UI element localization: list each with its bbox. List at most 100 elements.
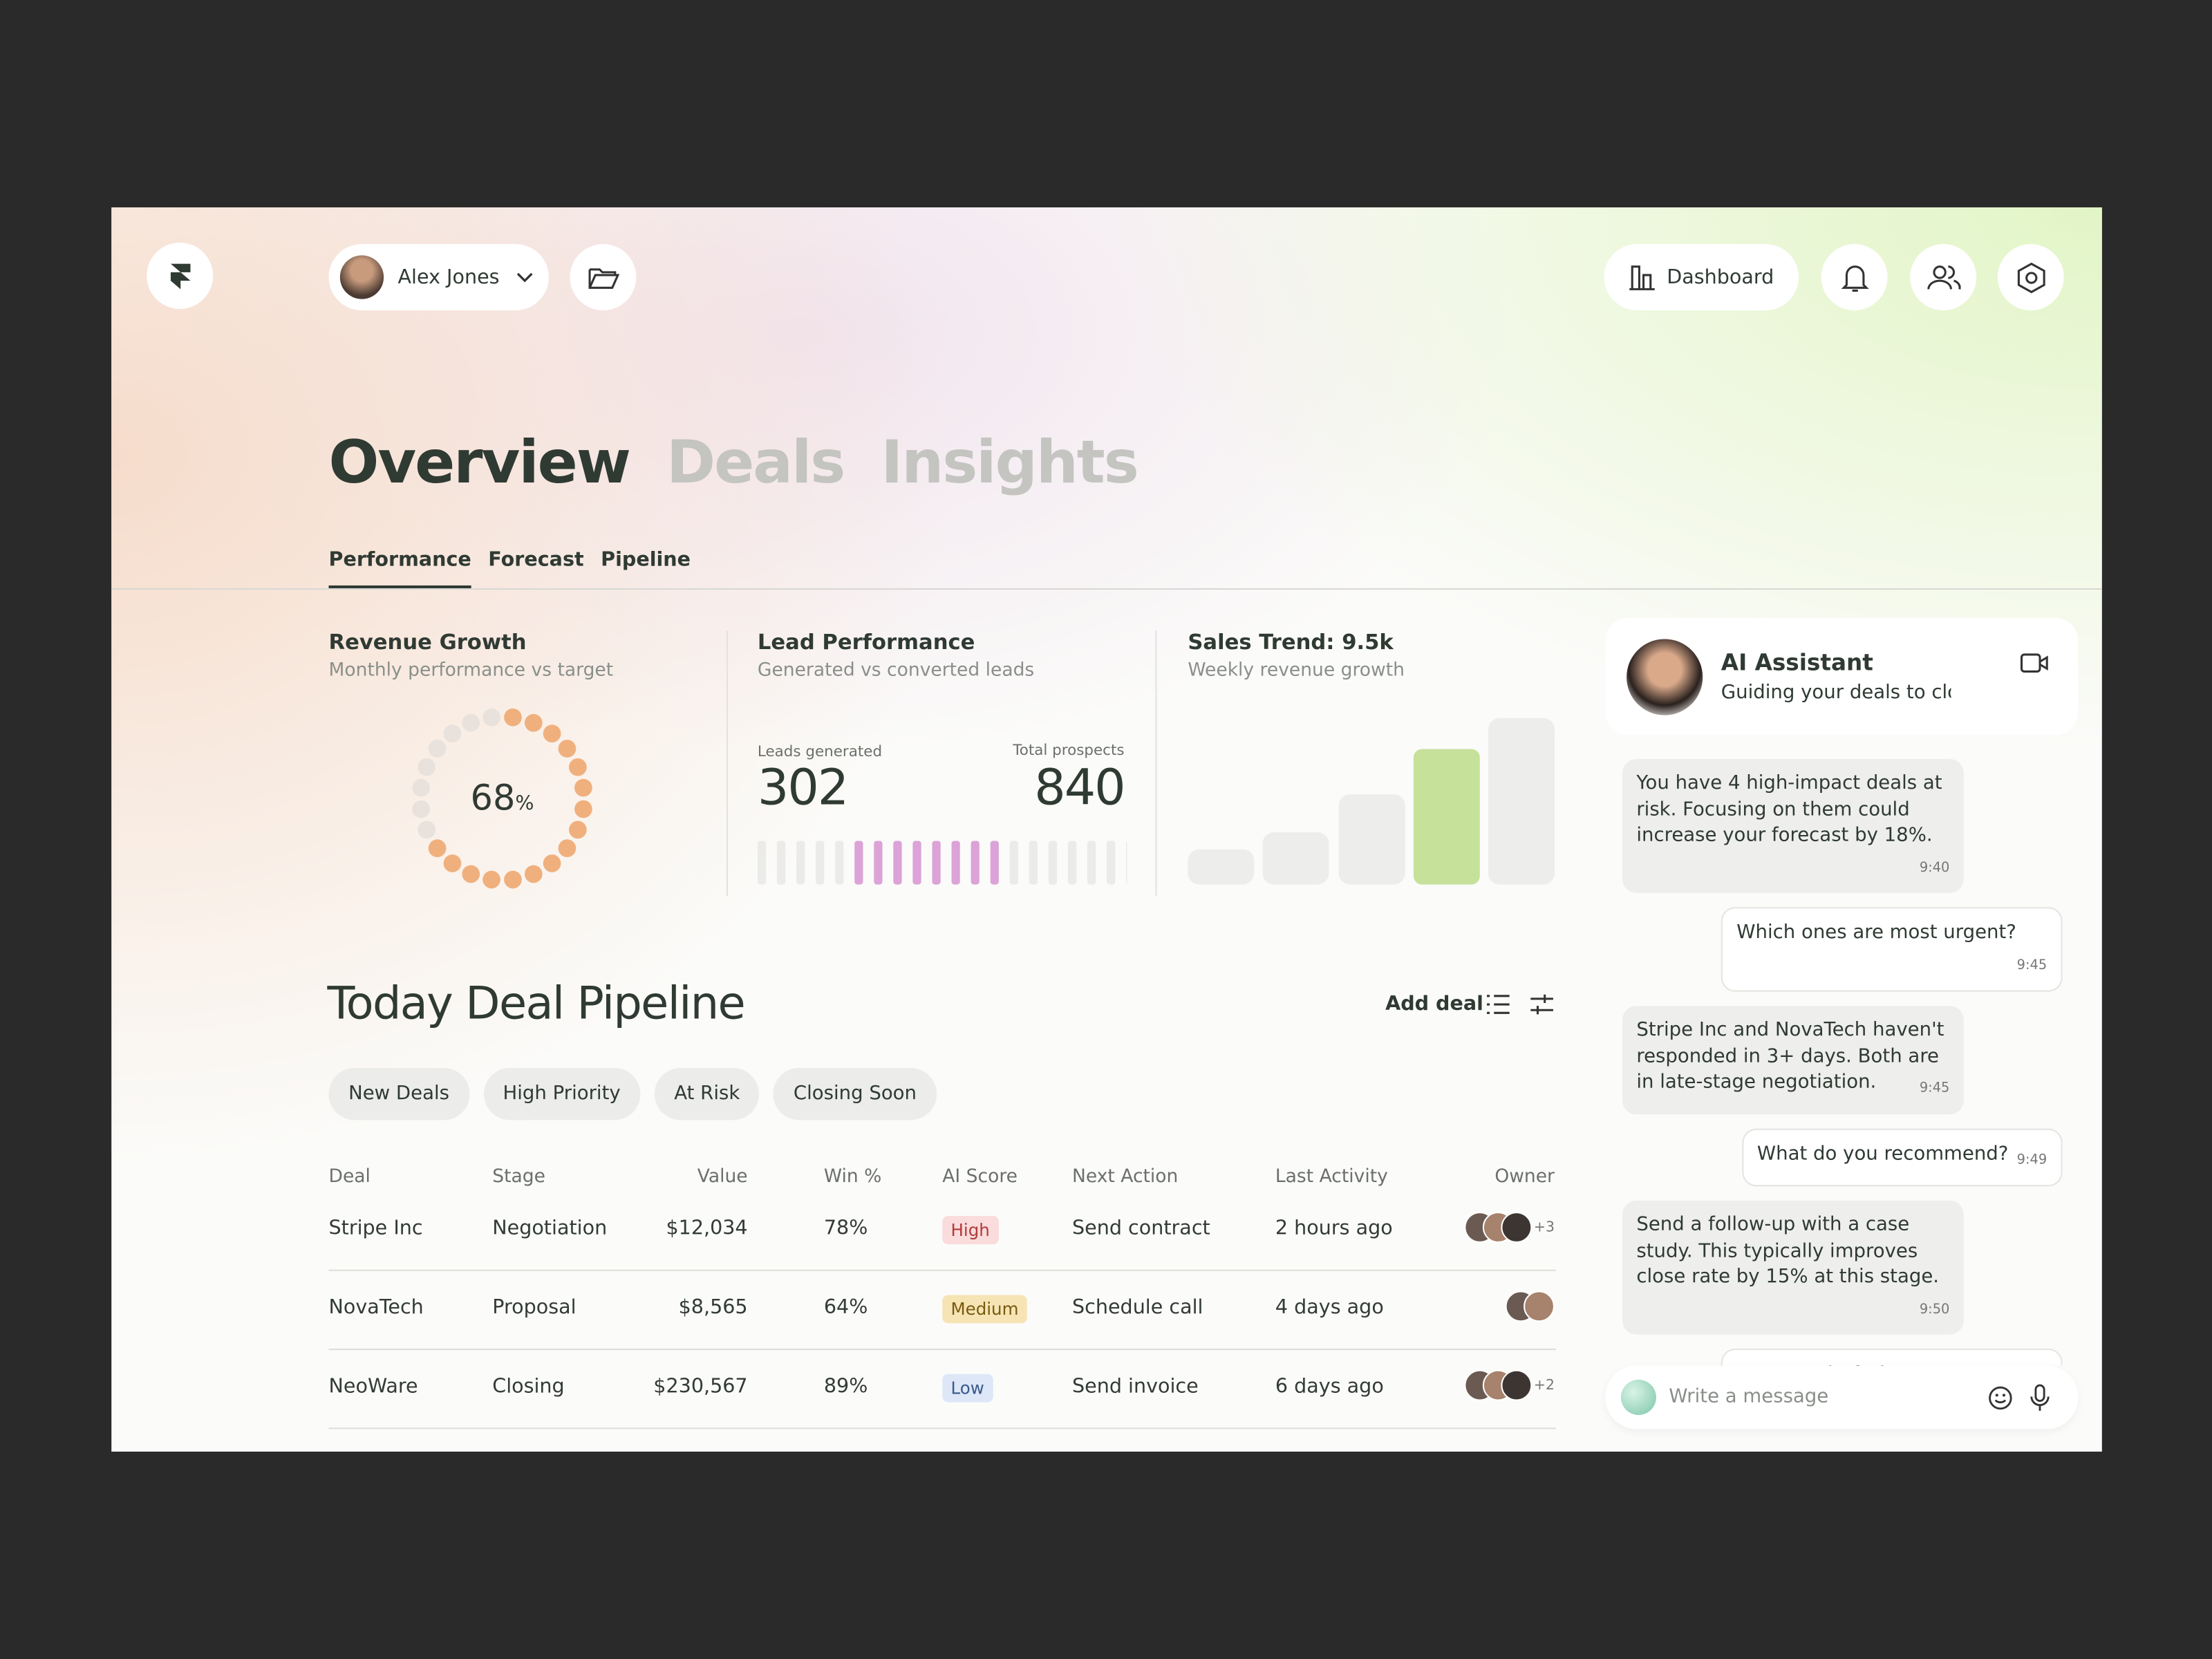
message-text: Send a follow-up with a case study. This… xyxy=(1636,1213,1940,1288)
ai-score-badge: Low xyxy=(942,1374,993,1403)
progress-dot xyxy=(428,839,447,858)
cell-activity: 2 hours ago xyxy=(1275,1217,1393,1240)
lead-bar xyxy=(1029,841,1038,885)
card-title: Sales Trend: 9.5k xyxy=(1188,629,1394,655)
video-icon[interactable] xyxy=(2020,653,2048,673)
chat-message: Which ones are most urgent? 9:45 xyxy=(1721,907,2063,992)
section-title: Today Deal Pipeline xyxy=(327,976,745,1030)
lead-bar xyxy=(912,841,921,885)
card-subtitle: Weekly revenue growth xyxy=(1188,660,1405,682)
cell-value: $230,567 xyxy=(653,1375,748,1398)
row-divider xyxy=(328,1427,1557,1430)
message-text: You have 4 high-impact deals at risk. Fo… xyxy=(1636,771,1942,847)
revenue-card: Revenue Growth Monthly performance vs ta… xyxy=(329,629,614,682)
cell-deal: Stripe Inc xyxy=(328,1217,423,1240)
lead-bar xyxy=(971,841,980,885)
progress-dot xyxy=(558,740,577,758)
folder-icon xyxy=(588,268,619,288)
dashboard-button[interactable]: Dashboard xyxy=(1604,244,1799,310)
tab-active[interactable]: Overview xyxy=(328,427,631,497)
progress-unit: % xyxy=(515,791,534,814)
lead-bar xyxy=(757,841,767,885)
trend-bar xyxy=(1338,794,1405,885)
subtab[interactable]: Forecast xyxy=(488,548,584,572)
add-deal[interactable]: Add deal xyxy=(1385,993,1483,1016)
chat-messages: You have 4 high-impact deals at risk. Fo… xyxy=(1622,758,2063,1366)
filter-chip[interactable]: Closing Soon xyxy=(774,1067,937,1121)
lead-bar xyxy=(854,841,863,885)
cell-action: Send contract xyxy=(1072,1217,1210,1240)
sales-card: Sales Trend: 9.5k Weekly revenue growth xyxy=(1188,629,1405,682)
subtab-active[interactable]: Performance xyxy=(328,549,471,589)
input-placeholder: Write a message xyxy=(1669,1385,1829,1408)
lead-bar xyxy=(932,841,941,885)
lead-bar xyxy=(951,841,960,885)
user-name: Alex Jones xyxy=(397,265,500,289)
team-button[interactable] xyxy=(1910,244,1977,310)
stat-value: 302 xyxy=(757,760,849,817)
lead-bar xyxy=(776,841,786,885)
column-header: Owner xyxy=(1494,1166,1555,1188)
progress-dot xyxy=(569,821,587,839)
lead-bar xyxy=(1087,841,1096,885)
filter-chip[interactable]: High Priority xyxy=(482,1067,641,1121)
column-header: Win % xyxy=(823,1166,882,1188)
stat-label: Leads generated xyxy=(757,743,883,760)
user-menu[interactable]: Alex Jones xyxy=(328,244,549,310)
lead-bar xyxy=(835,841,844,885)
logo[interactable] xyxy=(147,243,214,309)
lead-bar xyxy=(1048,841,1058,885)
lead-bar xyxy=(874,841,883,885)
lead-bar xyxy=(1126,841,1127,884)
mic-icon[interactable] xyxy=(2030,1384,2050,1412)
message-text: What do you recommend? xyxy=(1756,1142,2009,1165)
assistant-header: AI Assistant Guiding your deals to close xyxy=(1605,617,2079,735)
subtab[interactable]: Pipeline xyxy=(601,548,691,572)
lead-bar xyxy=(816,841,825,885)
message-time: 9:45 xyxy=(1919,1080,1950,1096)
progress-dot xyxy=(412,778,431,797)
stat-label: Total prospects xyxy=(1013,742,1125,759)
cell-stage: Proposal xyxy=(492,1296,577,1320)
ai-score-badge: High xyxy=(942,1216,999,1244)
card-title: Revenue Growth xyxy=(328,629,527,655)
message-time: 9:49 xyxy=(2016,1152,2047,1168)
progress-dot xyxy=(504,708,522,727)
message-text: Can you draft the message? xyxy=(1736,1362,2005,1365)
sub-tabs: Performance Forecast Pipeline xyxy=(328,548,708,589)
cell-value: $8,565 xyxy=(678,1296,748,1320)
progress-dot xyxy=(418,821,436,839)
chat-input[interactable]: Write a message xyxy=(1605,1365,2079,1430)
cell-value: $12,034 xyxy=(666,1217,748,1240)
emoji-icon[interactable] xyxy=(1988,1385,2014,1411)
filter-chip[interactable]: At Risk xyxy=(654,1067,760,1121)
folder-button[interactable] xyxy=(570,244,637,310)
cell-win: 78% xyxy=(823,1217,868,1240)
lead-bar xyxy=(1067,841,1077,885)
trend-bar-highlight xyxy=(1413,749,1480,885)
tab[interactable]: Insights xyxy=(881,427,1138,497)
progress-dot xyxy=(524,713,543,732)
tab[interactable]: Deals xyxy=(666,427,845,497)
lead-bar xyxy=(990,841,999,885)
filter-chip[interactable]: New Deals xyxy=(328,1067,469,1121)
row-divider xyxy=(328,1349,1557,1351)
stat-value: 840 xyxy=(1034,760,1125,817)
team-icon xyxy=(1927,265,1960,289)
filter-icon[interactable] xyxy=(1529,993,1555,1016)
progress-dot xyxy=(543,854,561,872)
notifications-button[interactable] xyxy=(1821,244,1888,310)
sales-bars xyxy=(1188,718,1555,885)
assistant-avatar xyxy=(1627,639,1703,715)
settings-button[interactable] xyxy=(1997,244,2064,310)
message-time: 9:45 xyxy=(2016,957,2047,973)
owner-avatar xyxy=(1524,1291,1555,1322)
column-header: Last Activity xyxy=(1275,1166,1388,1188)
card-divider xyxy=(1155,630,1157,896)
progress-dot xyxy=(443,724,462,743)
list-icon[interactable] xyxy=(1485,993,1511,1016)
chat-message: Can you draft the message?10:01 xyxy=(1721,1349,2063,1366)
